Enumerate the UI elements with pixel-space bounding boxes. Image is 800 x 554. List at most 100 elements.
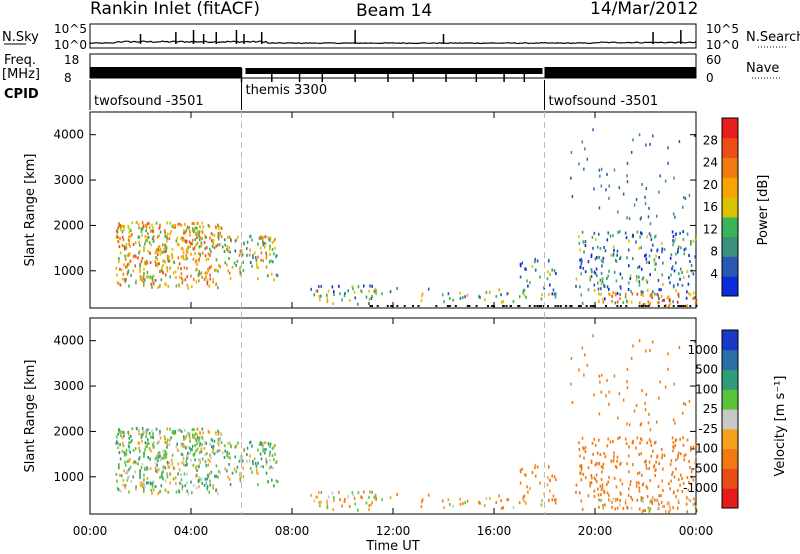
velocity-point (677, 453, 679, 457)
velocity-point (627, 454, 630, 458)
velocity-point (159, 458, 162, 462)
power-point (188, 226, 191, 230)
power-point (692, 296, 694, 300)
power-colorbar-tick-label: 4 (710, 267, 718, 281)
power-point (584, 147, 586, 151)
power-point (371, 295, 373, 299)
velocity-point (601, 483, 604, 487)
power-point (689, 260, 691, 264)
velocity-point (140, 466, 143, 470)
velocity-point (641, 496, 644, 500)
freq-bar-twofsound (90, 67, 242, 78)
power-point (144, 261, 146, 265)
power-ground-point (689, 305, 692, 307)
velocity-point (616, 455, 619, 459)
power-point (626, 300, 629, 304)
velocity-point (584, 476, 587, 480)
velocity-point (607, 493, 610, 497)
velocity-point (190, 480, 192, 484)
power-point (142, 276, 145, 280)
velocity-point (118, 466, 120, 470)
power-point (229, 250, 231, 254)
velocity-point (600, 488, 603, 492)
power-point (252, 253, 254, 257)
velocity-point (233, 467, 236, 471)
power-point (671, 264, 674, 268)
power-point (217, 227, 220, 231)
power-point (615, 259, 618, 263)
velocity-point (553, 498, 556, 502)
power-point (602, 300, 605, 304)
power-point (360, 289, 362, 293)
power-point (156, 264, 159, 268)
power-point (152, 235, 155, 239)
velocity-point (205, 441, 208, 445)
velocity-point (168, 443, 171, 447)
velocity-point (668, 504, 671, 508)
velocity-point (672, 506, 674, 510)
velocity-point (264, 448, 267, 452)
velocity-point (693, 497, 695, 501)
velocity-point (596, 461, 598, 465)
power-point (674, 215, 676, 219)
power-point (650, 237, 653, 241)
velocity-point (207, 475, 210, 479)
velocity-colorbar-swatch (722, 369, 738, 390)
nave-tick-top: 60 (706, 53, 721, 67)
power-point (676, 300, 679, 304)
power-point (583, 167, 585, 171)
velocity-point (593, 494, 596, 498)
velocity-point (654, 468, 657, 472)
velocity-point (196, 468, 198, 472)
power-point (631, 292, 634, 296)
power-point (672, 212, 675, 216)
power-point (204, 234, 206, 238)
power-point (141, 227, 144, 231)
power-point (192, 247, 195, 251)
velocity-point (635, 484, 638, 488)
velocity-point (170, 436, 172, 440)
power-point (213, 233, 216, 237)
power-point (130, 273, 133, 277)
power-point (606, 285, 609, 289)
power-point (648, 254, 651, 258)
power-point (640, 292, 643, 296)
power-point (651, 294, 653, 298)
power-colorbar-tick-label: 12 (703, 222, 718, 236)
velocity-point (629, 483, 632, 487)
velocity-point (616, 506, 619, 510)
velocity-point (614, 507, 617, 511)
velocity-point (683, 454, 686, 458)
velocity-point (146, 444, 148, 448)
velocity-point (649, 500, 652, 504)
velocity-point (269, 450, 271, 454)
nsearch-tick-top: 10^5 (706, 22, 739, 36)
power-point (262, 236, 264, 240)
power-point (156, 262, 159, 266)
power-point (206, 282, 209, 286)
velocity-point (151, 481, 154, 485)
power-point (205, 258, 208, 262)
velocity-point (228, 452, 231, 456)
velocity-point (536, 465, 539, 469)
power-colorbar-swatch (722, 276, 738, 297)
power-point (586, 157, 589, 161)
power-colorbar-swatch (722, 137, 738, 159)
velocity-point (122, 430, 124, 434)
power-point (166, 255, 169, 259)
velocity-point (659, 380, 661, 384)
power-point (600, 271, 603, 275)
velocity-point (483, 504, 486, 508)
velocity-point (257, 448, 259, 452)
velocity-colorbar-tick-label: -500 (691, 461, 718, 475)
velocity-point (479, 501, 481, 505)
power-point (680, 267, 682, 271)
velocity-point (141, 481, 143, 485)
power-point (389, 290, 392, 294)
velocity-point (137, 462, 139, 466)
power-point (518, 295, 521, 299)
velocity-point (211, 450, 214, 454)
power-point (608, 184, 610, 188)
velocity-point (375, 497, 378, 501)
power-point (259, 246, 262, 250)
